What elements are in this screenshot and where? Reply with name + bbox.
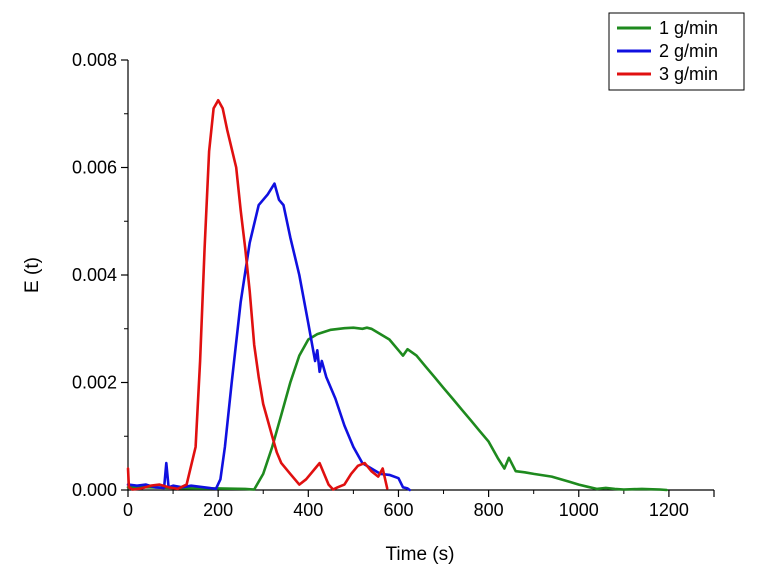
tick-marks: 0 200 400 600 800 1000 1200 0.000 0.002 0.004 0.00…	[72, 50, 715, 520]
x-axis-title: Time (s)	[386, 544, 455, 565]
x-tick-label: 1000	[559, 500, 599, 520]
x-tick-label: 1200	[649, 500, 689, 520]
y-tick-label: 0.008	[72, 50, 117, 70]
legend-label: 3 g/min	[659, 64, 718, 84]
y-tick-label: 0.000	[72, 480, 117, 500]
axes	[127, 60, 714, 491]
y-tick-label: 0.002	[72, 373, 117, 393]
y-axis-title: E (t)	[22, 257, 43, 293]
x-tick-label: 800	[474, 500, 504, 520]
legend-label: 1 g/min	[659, 18, 718, 38]
x-tick-label: 400	[293, 500, 323, 520]
legend-label: 2 g/min	[659, 41, 718, 61]
series-line-2	[126, 182, 411, 492]
series-line-1	[126, 326, 668, 492]
x-tick-label: 200	[203, 500, 233, 520]
y-tick-label: 0.004	[72, 265, 117, 285]
x-tick-label: 600	[383, 500, 413, 520]
x-tick-label: 0	[123, 500, 133, 520]
y-tick-label: 0.006	[72, 158, 117, 178]
legend: 1 g/min 2 g/min 3 g/min	[608, 12, 745, 91]
series-line-3	[126, 99, 389, 491]
series-lines	[126, 99, 668, 492]
